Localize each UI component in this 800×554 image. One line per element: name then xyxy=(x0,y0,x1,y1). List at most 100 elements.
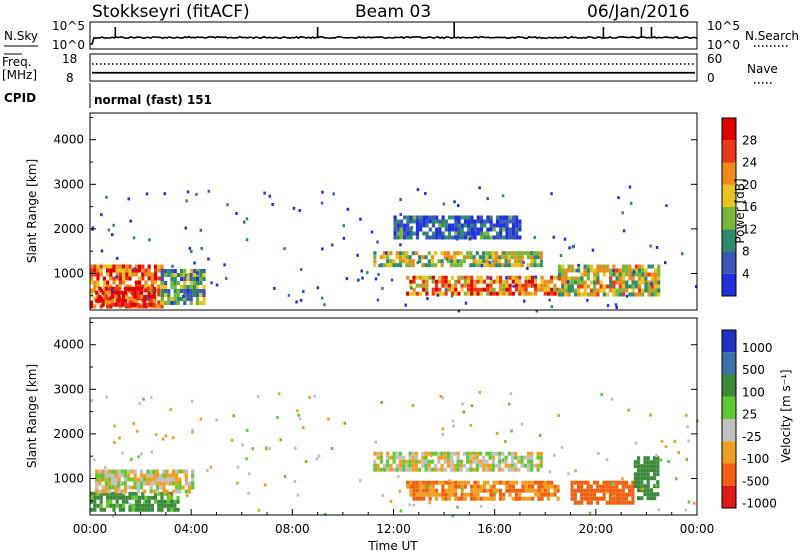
data-cell xyxy=(446,255,451,260)
data-cell xyxy=(502,219,506,224)
data-cell xyxy=(459,467,463,472)
data-cell xyxy=(111,233,114,237)
data-cell xyxy=(461,402,464,406)
data-cell xyxy=(149,485,153,490)
data-cell xyxy=(207,189,211,193)
data-cell xyxy=(463,235,468,240)
data-cell xyxy=(425,480,429,485)
data-cell xyxy=(207,257,210,261)
data-cell xyxy=(575,269,579,273)
data-cell xyxy=(408,451,412,456)
data-cell xyxy=(131,507,135,512)
data-cell xyxy=(396,223,400,228)
data-cell xyxy=(399,227,404,232)
data-cell xyxy=(537,484,541,489)
data-cell xyxy=(482,259,486,264)
data-cell xyxy=(378,264,381,268)
data-cell xyxy=(411,463,415,468)
data-cell xyxy=(535,309,539,313)
data-cell xyxy=(580,488,584,493)
data-cell xyxy=(133,298,137,303)
data-cell xyxy=(599,496,603,501)
data-cell xyxy=(657,284,661,289)
data-cell xyxy=(657,268,661,273)
data-cell xyxy=(382,467,387,472)
data-cell xyxy=(631,280,635,285)
data-cell xyxy=(567,288,571,293)
data-cell xyxy=(127,197,130,201)
data-cell xyxy=(470,484,474,489)
data-cell xyxy=(453,263,457,268)
data-cell xyxy=(608,480,613,485)
data-cell xyxy=(526,459,531,464)
data-cell xyxy=(422,496,426,501)
data-cell xyxy=(518,496,522,501)
data-cell xyxy=(502,227,506,232)
data-cell xyxy=(93,296,97,301)
data-cell xyxy=(133,485,137,490)
data-cell xyxy=(453,255,457,260)
data-cell xyxy=(473,227,477,232)
data-cell xyxy=(399,235,404,240)
data-cell xyxy=(450,484,455,489)
x-tick-label: 00:00 xyxy=(680,522,715,536)
data-cell xyxy=(647,288,651,293)
data-cell xyxy=(602,496,606,501)
data-cell xyxy=(687,500,691,504)
data-cell xyxy=(136,489,140,494)
data-cell xyxy=(621,211,624,215)
data-cell xyxy=(174,499,177,503)
data-cell xyxy=(564,288,568,293)
data-cell xyxy=(573,480,577,485)
data-cell xyxy=(419,219,423,224)
colorbar-tick-label: -100 xyxy=(742,452,769,466)
data-cell xyxy=(593,284,597,289)
data-cell xyxy=(223,263,226,267)
data-cell xyxy=(625,280,629,285)
data-cell xyxy=(489,484,493,489)
data-cell xyxy=(373,451,377,456)
data-cell xyxy=(315,457,319,461)
data-cell xyxy=(476,275,480,280)
data-cell xyxy=(180,285,184,289)
data-cell xyxy=(403,227,407,232)
data-cell xyxy=(93,268,97,273)
data-cell xyxy=(425,291,429,296)
data-cell xyxy=(196,290,200,294)
data-cell xyxy=(599,268,603,273)
data-cell xyxy=(602,264,606,269)
data-cell xyxy=(599,280,603,285)
data-cell xyxy=(316,286,320,290)
data-cell xyxy=(505,227,509,232)
data-cell xyxy=(618,480,622,485)
data-cell xyxy=(453,463,457,468)
data-cell xyxy=(323,303,326,307)
data-cell xyxy=(508,219,512,224)
data-cell xyxy=(653,292,658,297)
data-cell xyxy=(476,279,480,284)
data-cell xyxy=(113,470,117,474)
data-cell xyxy=(102,296,106,301)
data-cell xyxy=(399,231,404,236)
data-cell xyxy=(486,480,490,485)
colorbar-swatch xyxy=(722,463,736,486)
data-cell xyxy=(502,251,506,255)
data-cell xyxy=(436,293,440,297)
data-cell xyxy=(90,491,94,496)
data-cell xyxy=(637,284,642,289)
data-cell xyxy=(570,480,574,485)
data-cell xyxy=(511,480,515,485)
data-cell xyxy=(501,263,505,268)
velocity-cells xyxy=(90,390,699,518)
data-cell xyxy=(507,259,511,264)
data-cell xyxy=(504,255,508,260)
data-cell xyxy=(664,261,667,265)
data-cell xyxy=(577,284,581,289)
data-cell xyxy=(520,463,524,468)
data-cell xyxy=(105,195,108,199)
data-cell xyxy=(427,463,431,468)
data-cell xyxy=(502,287,506,292)
data-cell xyxy=(170,495,174,500)
noise-trace xyxy=(90,22,698,45)
